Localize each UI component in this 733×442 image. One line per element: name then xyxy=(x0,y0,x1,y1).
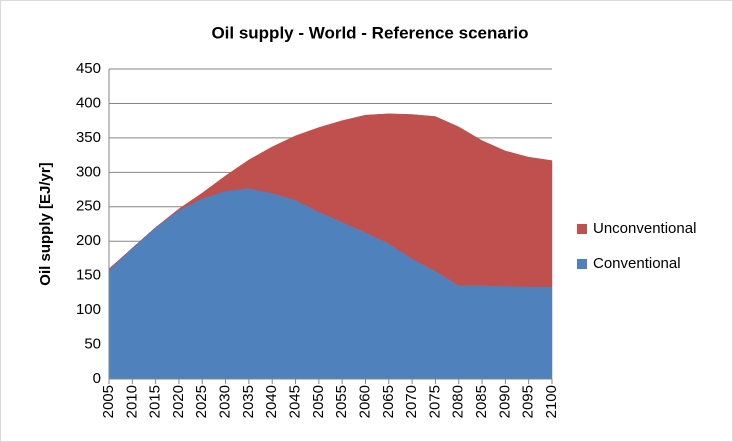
x-tick-label: 2045 xyxy=(286,385,303,418)
x-tick-label: 2100 xyxy=(543,385,560,418)
y-tick-label: 100 xyxy=(76,301,101,318)
y-tick-label: 300 xyxy=(76,163,101,180)
y-tick-label: 150 xyxy=(76,267,101,284)
y-tick-label: 50 xyxy=(84,336,101,353)
x-tick-label: 2055 xyxy=(333,385,350,418)
x-tick-label: 2075 xyxy=(426,385,443,418)
x-tick-label: 2035 xyxy=(240,385,257,418)
x-tick-label: 2070 xyxy=(403,385,420,418)
x-tick-label: 2050 xyxy=(310,385,327,418)
legend-label: Unconventional xyxy=(593,220,696,237)
x-tick-label: 2060 xyxy=(356,385,373,418)
y-tick-label: 250 xyxy=(76,198,101,215)
x-tick-label: 2095 xyxy=(520,385,537,418)
x-tick-label: 2040 xyxy=(263,385,280,418)
y-tick-label: 450 xyxy=(76,60,101,77)
x-tick-label: 2085 xyxy=(473,385,490,418)
x-tick-label: 2025 xyxy=(193,385,210,418)
y-tick-label: 400 xyxy=(76,94,101,111)
area xyxy=(108,113,553,287)
y-tick-label: 0 xyxy=(93,370,101,387)
x-tick-label: 2030 xyxy=(217,385,234,418)
y-tick-label: 350 xyxy=(76,129,101,146)
chart-title: Oil supply - World - Reference scenario xyxy=(211,23,528,42)
x-tick-label: 2005 xyxy=(100,385,117,418)
legend-swatch xyxy=(577,224,587,234)
y-axis-label: Oil supply [EJ/yr] xyxy=(37,162,54,285)
x-tick-label: 2010 xyxy=(123,385,140,418)
x-tick-label: 2020 xyxy=(170,385,187,418)
x-tick-label: 2090 xyxy=(496,385,513,418)
legend-label: Conventional xyxy=(593,255,681,272)
x-tick-label: 2080 xyxy=(450,385,467,418)
legend-swatch xyxy=(577,259,587,269)
x-tick-label: 2015 xyxy=(147,385,164,418)
y-tick-label: 200 xyxy=(76,232,101,249)
x-tick-label: 2065 xyxy=(380,385,397,418)
